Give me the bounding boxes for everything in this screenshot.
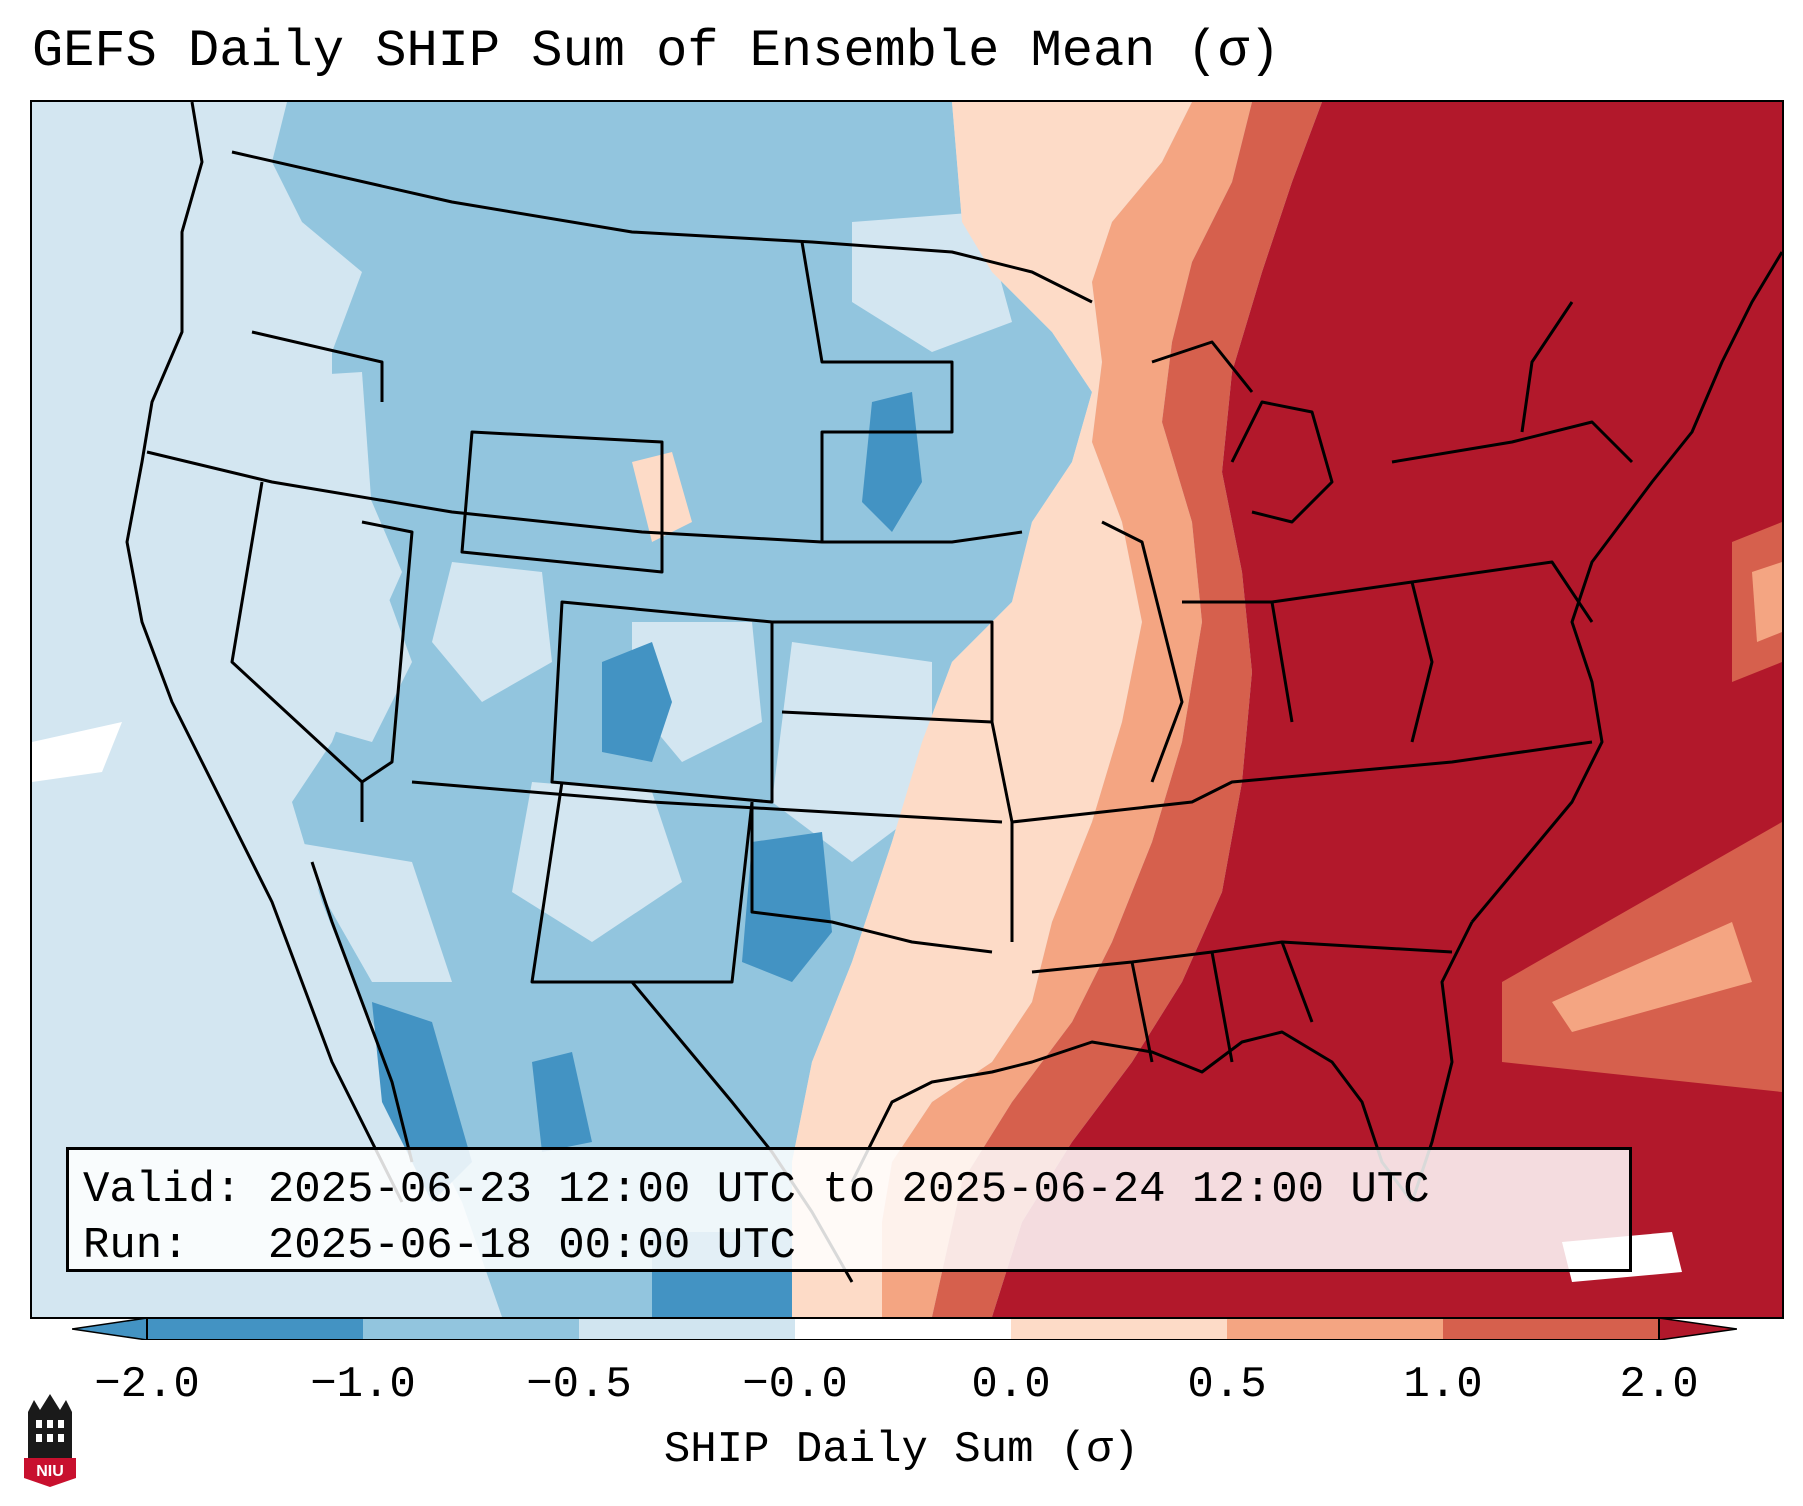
- anomaly-region-plus05: [882, 102, 1252, 1317]
- colorbar-tick-label: 1.0: [1403, 1360, 1483, 1410]
- colorbar-tick-label: 0.5: [1187, 1360, 1267, 1410]
- colorbar-segment-5: [1011, 1318, 1227, 1340]
- baja-coast: [310, 861, 414, 1163]
- anomaly-region-plus1: [932, 102, 1322, 1317]
- logo-text: NIU: [36, 1463, 64, 1480]
- colorbar-axis-label: SHIP Daily Sum (σ): [663, 1425, 1140, 1475]
- run-time-text: Run: 2025-06-18 00:00 UTC: [83, 1221, 796, 1271]
- anomaly-region-minus2: [602, 642, 672, 762]
- map-panel: [30, 100, 1784, 1319]
- colorbar-segment-4: [795, 1318, 1011, 1340]
- east-coast: [1470, 251, 1782, 923]
- canada-border: [231, 150, 1093, 304]
- colorbar-segment-6: [1227, 1318, 1443, 1340]
- colorbar-extend-low: [72, 1318, 148, 1340]
- colorbar-tick-label: −0.5: [526, 1360, 632, 1410]
- valid-run-info-box: Valid: 2025-06-23 12:00 UTC to 2025-06-2…: [66, 1147, 1632, 1272]
- anomaly-map: [32, 102, 1782, 1317]
- gulf-coast: [850, 1030, 1414, 1203]
- colorbar-tick-label: −2.0: [94, 1360, 200, 1410]
- colorbar-segment-7: [1443, 1318, 1659, 1340]
- valid-time-text: Valid: 2025-06-23 12:00 UTC to 2025-06-2…: [83, 1165, 1430, 1215]
- colorbar-tick-label: −1.0: [310, 1360, 416, 1410]
- colorbar: [72, 1318, 1737, 1340]
- chart-title: GEFS Daily SHIP Sum of Ensemble Mean (σ): [32, 22, 1281, 81]
- colorbar-tick-label: 2.0: [1619, 1360, 1699, 1410]
- coastline-west: [125, 102, 404, 1203]
- colorbar-segment-3: [579, 1318, 795, 1340]
- colorbar-segment-2: [363, 1318, 579, 1340]
- colorbar-tick-label: −0.0: [742, 1360, 848, 1410]
- niu-logo: NIU: [24, 1394, 76, 1487]
- colorbar-extend-high: [1658, 1318, 1737, 1340]
- colorbar-tick-label: 0.0: [971, 1360, 1051, 1410]
- colorbar-segment-1: [147, 1318, 363, 1340]
